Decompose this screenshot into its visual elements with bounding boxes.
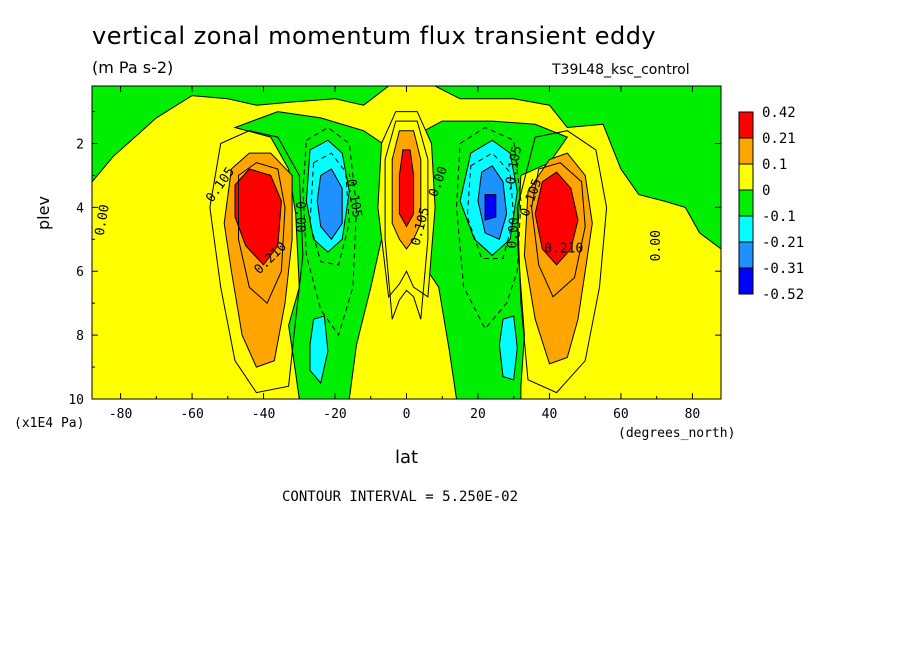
axes: -80 -60 -40 -20 0 20 40 60 80 2 4 6 8 10: [68, 86, 721, 422]
y-tick-label: 4: [76, 201, 84, 216]
x-tick-label: -60: [180, 407, 203, 422]
colorbar-label: 0.1: [762, 157, 787, 173]
contour-line-7: [466, 152, 515, 259]
x-tick-label: 0: [403, 407, 411, 422]
x-tick-label: -40: [252, 407, 275, 422]
colorbar-label: -0.21: [762, 235, 804, 251]
colorbar-swatch: [738, 241, 754, 269]
contour-line-6: [309, 152, 350, 266]
contour-region-0: [92, 86, 721, 250]
contour-line-8: [384, 120, 429, 320]
x-tick-label: 20: [470, 407, 486, 422]
filled-contours: [92, 86, 721, 399]
x-axis-unit: (degrees_north): [618, 426, 736, 441]
y-tick-label: 10: [68, 393, 84, 408]
contour-region-14: [316, 168, 343, 241]
contour-interval-note: CONTOUR INTERVAL = 5.250E-02: [282, 489, 519, 505]
contour-line-5: [455, 126, 522, 330]
colorbar-swatch: [738, 189, 754, 217]
contour-line-1: [516, 130, 608, 394]
colorbar-swatch: [738, 215, 754, 243]
contour-region-16: [484, 194, 497, 221]
y-tick-label: 2: [76, 137, 84, 152]
x-tick-label: -80: [109, 407, 132, 422]
contour-label-3: 0.00: [292, 201, 307, 232]
contour-line-0: [209, 130, 304, 394]
contour-line-3: [531, 162, 586, 298]
chart-units: (m Pa s-2): [92, 58, 174, 77]
colorbar-label: -0.52: [762, 287, 804, 303]
chart-title: vertical zonal momentum flux transient e…: [92, 22, 657, 50]
contour-region-8: [534, 171, 579, 266]
contour-label-10: 0.210: [544, 241, 583, 256]
colorbar-swatch: [738, 163, 754, 191]
contour-line-2: [238, 162, 286, 305]
y-tick-label: 8: [76, 329, 84, 344]
run-label: T39L48_ksc_control: [552, 62, 690, 78]
y-axis-unit: (x1E4 Pa): [14, 416, 85, 431]
x-axis-label: lat: [395, 447, 419, 468]
colorbar-label: 0: [762, 183, 770, 199]
contour-label-11: 0.00: [649, 230, 664, 261]
x-tick-label: 60: [613, 407, 629, 422]
colorbar-label: 0.21: [762, 131, 796, 147]
y-tick-label: 6: [76, 265, 84, 280]
colorbar-label: -0.1: [762, 209, 796, 225]
colorbar-swatch: [738, 267, 754, 295]
contour-label-2: 0.00: [93, 203, 113, 236]
contour-region-9: [398, 149, 415, 228]
colorbar-label: 0.42: [762, 105, 796, 121]
contour-label-8: 0.00: [505, 217, 523, 250]
contour-region-1: [233, 111, 393, 399]
contour-region-12: [309, 315, 329, 385]
contour-region-13: [498, 315, 518, 381]
x-tick-label: 80: [685, 407, 701, 422]
colorbar-swatch: [738, 111, 754, 139]
colorbar-label: -0.31: [762, 261, 804, 277]
contour-line-4: [302, 126, 358, 337]
colorbar: 0.42 0.21 0.1 0 -0.1 -0.21 -0.31 -0.52: [738, 105, 804, 303]
x-tick-label: 40: [542, 407, 558, 422]
contour-lines: [209, 120, 608, 394]
colorbar-swatch: [738, 137, 754, 165]
x-tick-label: -20: [323, 407, 346, 422]
